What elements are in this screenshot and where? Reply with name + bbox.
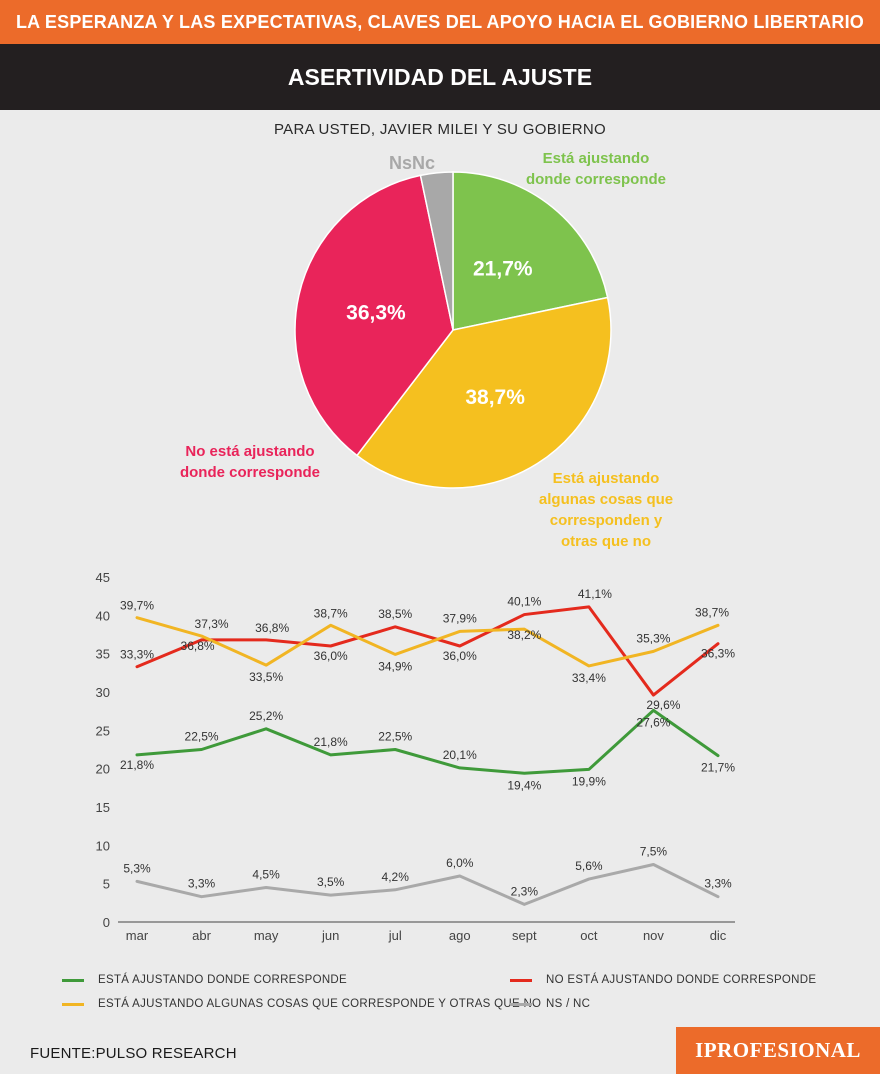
- x-tick-label: dic: [710, 928, 727, 943]
- legend-label-gray: NS / NC: [546, 998, 591, 1010]
- data-label-green: 22,5%: [378, 730, 412, 744]
- data-label-red: 36,0%: [443, 649, 477, 663]
- series-line-yellow: [135, 616, 720, 668]
- legend-swatch-red: [510, 978, 532, 982]
- data-label-green: 19,4%: [507, 778, 541, 792]
- data-label-gray: 2,3%: [511, 884, 539, 898]
- data-label-red: 36,0%: [314, 649, 348, 663]
- section-title: ASERTIVIDAD DEL AJUSTE: [287, 63, 593, 90]
- brand-logo-text: IPROFESIONAL: [695, 1038, 861, 1062]
- data-label-gray: 4,5%: [252, 868, 280, 882]
- data-label-yellow: 35,3%: [636, 631, 670, 645]
- data-label-yellow: 37,9%: [443, 611, 477, 625]
- banner-title: LA ESPERANZA Y LAS EXPECTATIVAS, CLAVES …: [15, 11, 865, 32]
- data-label-yellow: 38,7%: [695, 605, 729, 619]
- data-label-yellow: 34,9%: [378, 659, 412, 673]
- pie-value-green: 21,7%: [473, 258, 533, 281]
- data-label-green: 21,7%: [701, 761, 735, 775]
- data-label-red: 29,6%: [646, 698, 680, 712]
- data-label-red: 40,1%: [507, 595, 541, 609]
- legend-item-green: ESTÁ AJUSTANDO DONDE CORRESPONDE: [62, 974, 347, 986]
- data-label-red: 33,3%: [120, 648, 154, 662]
- y-tick-label: 5: [103, 877, 110, 892]
- pie-value-red: 36,3%: [346, 302, 406, 325]
- legend-item-yellow: ESTÁ AJUSTANDO ALGUNAS COSAS QUE CORRESP…: [62, 998, 541, 1010]
- data-label-green: 25,2%: [249, 709, 283, 723]
- data-label-red: 36,8%: [181, 639, 215, 653]
- y-tick-label: 25: [96, 723, 110, 738]
- legend-label-red: NO ESTÁ AJUSTANDO DONDE CORRESPONDE: [546, 974, 817, 986]
- pie-chart: 21,7% 38,7% 36,3% Está ajustando donde corre…: [180, 150, 673, 550]
- data-label-gray: 7,5%: [640, 845, 668, 859]
- data-label-green: 21,8%: [314, 735, 348, 749]
- legend-item-gray: NS / NC: [510, 998, 590, 1010]
- pie-label-red: No está ajustando donde corresponde: [180, 443, 320, 481]
- y-tick-label: 40: [96, 608, 110, 623]
- pie-slice-yellow: [355, 296, 612, 489]
- data-label-yellow: 38,2%: [507, 628, 541, 642]
- data-label-green: 20,1%: [443, 748, 477, 762]
- x-tick-label: sept: [512, 928, 537, 943]
- data-label-gray: 3,3%: [704, 877, 732, 891]
- x-tick-label: abr: [192, 928, 211, 943]
- legend-label-yellow: ESTÁ AJUSTANDO ALGUNAS COSAS QUE CORRESP…: [98, 998, 542, 1010]
- pie-label-green: Está ajustando donde corresponde: [526, 150, 666, 188]
- section-bar: ASERTIVIDAD DEL AJUSTE: [0, 44, 880, 110]
- data-label-green: 22,5%: [185, 730, 219, 744]
- legend-item-red: NO ESTÁ AJUSTANDO DONDE CORRESPONDE: [510, 974, 816, 986]
- data-label-red: 38,5%: [378, 607, 412, 621]
- y-tick-label: 30: [96, 685, 110, 700]
- x-tick-label: jun: [321, 928, 339, 943]
- pie-value-yellow: 38,7%: [465, 386, 525, 409]
- y-tick-label: 0: [103, 915, 110, 930]
- line-chart: 0 5 10 15 20 25 30 35 40 45 mar abr may jun jul ago sept…: [96, 570, 736, 943]
- x-tick-label: jul: [388, 928, 402, 943]
- x-tick-label: oct: [580, 928, 598, 943]
- data-label-gray: 3,5%: [317, 875, 345, 889]
- y-tick-label: 35: [96, 647, 110, 662]
- brand-logo: IPROFESIONAL: [676, 1027, 880, 1074]
- data-label-yellow: 33,5%: [249, 670, 283, 684]
- data-label-yellow: 37,3%: [195, 617, 229, 631]
- series-line-gray: [135, 863, 720, 906]
- pie-slice-gray: [419, 171, 454, 331]
- data-label-yellow: 39,7%: [120, 599, 154, 613]
- pie-slice-red: [294, 174, 454, 457]
- data-label-green: 21,8%: [120, 758, 154, 772]
- data-label-gray: 5,6%: [575, 859, 603, 873]
- x-tick-label: ago: [449, 928, 471, 943]
- x-tick-label: may: [254, 928, 279, 943]
- pie-label-gray: NsNc: [389, 153, 435, 173]
- legend-swatch-green: [62, 978, 84, 982]
- legend-label-green: ESTÁ AJUSTANDO DONDE CORRESPONDE: [98, 974, 348, 986]
- x-tick-label: nov: [643, 928, 664, 943]
- legend-swatch-gray: [510, 1002, 532, 1006]
- y-tick-label: 20: [96, 762, 110, 777]
- data-label-yellow: 38,7%: [314, 606, 348, 620]
- series-line-red: [135, 605, 720, 697]
- top-banner: LA ESPERANZA Y LAS EXPECTATIVAS, CLAVES …: [0, 0, 880, 44]
- data-label-gray: 4,2%: [382, 870, 410, 884]
- source-note: FUENTE:PULSO RESEARCH: [30, 1045, 237, 1062]
- data-label-gray: 3,3%: [188, 877, 216, 891]
- pie-label-yellow: Está ajustando algunas cosas que correspon…: [539, 470, 673, 550]
- data-label-gray: 6,0%: [446, 856, 474, 870]
- data-label-yellow: 33,4%: [572, 671, 606, 685]
- pie-slice-green: [452, 171, 609, 331]
- pie-question: PARA USTED, JAVIER MILEI Y SU GOBIERNO: [273, 121, 607, 138]
- series-line-green: [135, 708, 720, 775]
- y-tick-label: 15: [96, 800, 110, 815]
- y-tick-label: 10: [96, 838, 110, 853]
- data-label-gray: 5,3%: [123, 861, 151, 875]
- x-tick-label: mar: [126, 928, 149, 943]
- data-label-green: 19,9%: [572, 774, 606, 788]
- data-label-red: 36,3%: [701, 647, 735, 661]
- data-label-red: 41,1%: [578, 587, 612, 601]
- y-tick-label: 45: [96, 570, 110, 585]
- data-label-green: 27,6%: [636, 715, 670, 729]
- legend-swatch-yellow: [62, 1002, 84, 1006]
- data-label-red: 36,8%: [255, 621, 289, 635]
